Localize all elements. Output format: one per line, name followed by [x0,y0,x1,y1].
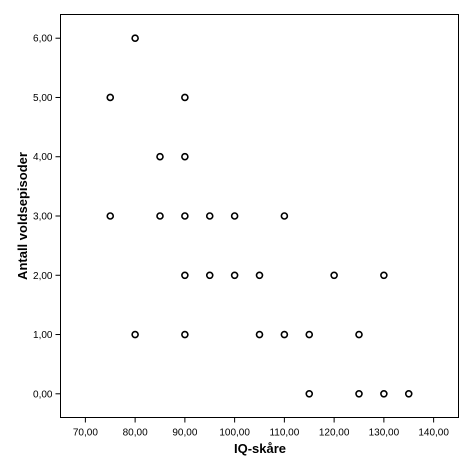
data-point [305,389,314,398]
data-points [106,34,413,398]
data-point [181,271,189,280]
x-axis-title: IQ-skåre [234,441,286,456]
data-point [355,330,363,339]
y-tick-label: 4,00 [33,152,53,163]
x-tick-label: 120,00 [319,428,350,439]
data-point [181,212,189,220]
y-axis: 0,00 1,00 2,00 3,00 4,00 5,00 6,00 [33,34,61,400]
y-axis-title: Antall voldsepisoder [15,152,30,280]
data-point [404,389,413,398]
data-point [181,330,189,339]
y-tick-label: 3,00 [33,212,53,223]
data-point [205,212,214,220]
plot-frame [60,14,459,418]
data-point [280,212,289,220]
data-point [181,93,189,102]
x-tick-label: 80,00 [123,428,148,439]
data-point [205,271,214,280]
data-point [230,212,239,220]
data-point [380,271,388,280]
data-point [305,330,314,339]
data-point [280,330,289,339]
data-point [330,271,338,280]
data-point [255,330,264,339]
x-tick-label: 100,00 [219,428,250,439]
x-tick-label: 110,00 [269,428,299,439]
y-tick-label: 5,00 [33,93,53,104]
data-point [106,212,115,220]
y-tick-label: 2,00 [33,271,53,282]
data-point [230,271,239,280]
data-point [156,152,164,161]
y-tick-label: 1,00 [33,330,53,341]
data-point [131,34,139,43]
y-tick-label: 0,00 [33,389,53,400]
data-point [106,93,115,102]
x-tick-label: 90,00 [172,428,197,439]
x-tick-label: 140,00 [418,428,449,439]
x-tick-label: 130,00 [369,428,400,439]
x-tick-label: 70,00 [73,428,98,439]
data-point [181,152,189,161]
y-tick-label: 6,00 [33,34,53,45]
x-axis: 70,00 80,00 90,00 100,00 110,00 120,00 130,00 1… [73,417,449,439]
data-point [131,330,139,339]
data-point [255,271,264,280]
data-point [156,212,164,220]
data-point [355,389,363,398]
data-point [380,389,388,398]
